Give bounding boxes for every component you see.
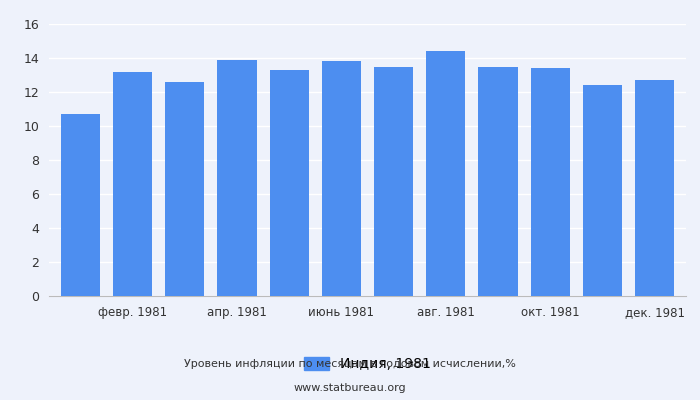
Bar <box>583 85 622 296</box>
Text: www.statbureau.org: www.statbureau.org <box>294 383 406 393</box>
Bar <box>635 80 674 296</box>
Bar <box>61 114 100 296</box>
Text: Уровень инфляции по месяцам в годовом исчислении,%: Уровень инфляции по месяцам в годовом ис… <box>184 359 516 369</box>
Bar <box>270 70 309 296</box>
Bar <box>165 82 204 296</box>
Bar <box>113 72 152 296</box>
Bar <box>374 66 413 296</box>
Bar <box>218 60 256 296</box>
Bar <box>479 66 517 296</box>
Legend: Индия, 1981: Индия, 1981 <box>298 352 437 377</box>
Bar <box>322 61 361 296</box>
Bar <box>426 51 466 296</box>
Bar <box>531 68 570 296</box>
